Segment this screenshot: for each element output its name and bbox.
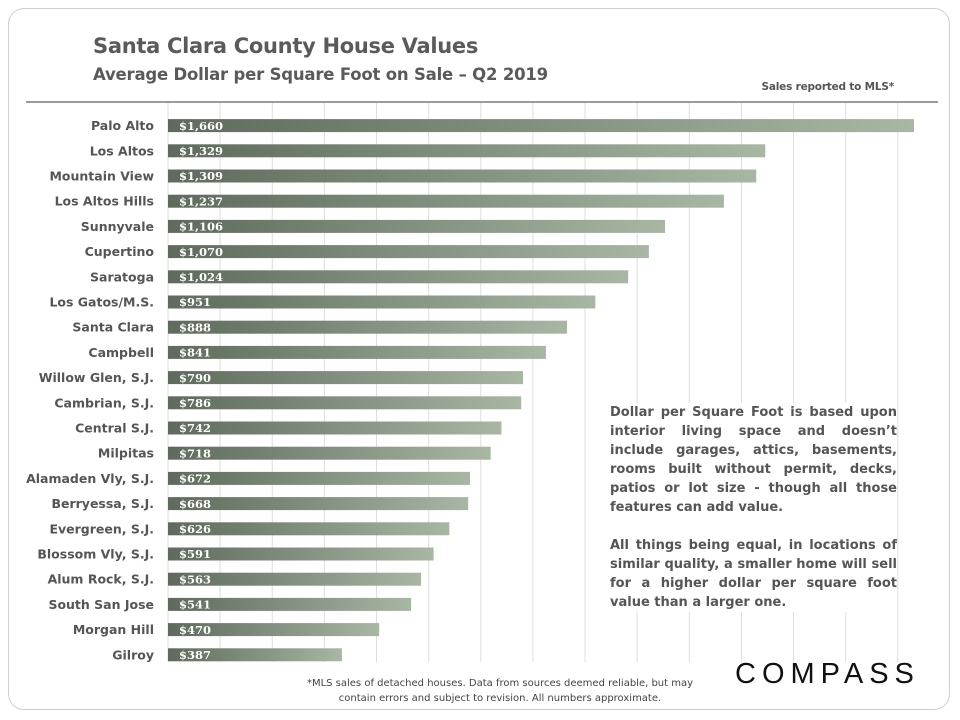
value-label: $1,024 bbox=[179, 270, 223, 284]
value-label: $718 bbox=[179, 446, 211, 460]
value-label: $563 bbox=[179, 572, 211, 586]
value-label: $591 bbox=[179, 547, 211, 561]
bar bbox=[168, 421, 502, 435]
bar bbox=[168, 648, 342, 662]
value-label: $626 bbox=[179, 522, 211, 536]
bar bbox=[168, 270, 629, 284]
value-label: $790 bbox=[179, 371, 211, 385]
category-label: Mountain View bbox=[49, 169, 154, 184]
note-paragraph-1: Dollar per Square Foot is based upon int… bbox=[610, 405, 897, 515]
bar bbox=[168, 396, 522, 410]
bar bbox=[168, 295, 596, 309]
category-labels: Palo Alto Los Altos Mountain View Los Altos… bbox=[26, 118, 154, 662]
source-note: Sales reported to MLS* bbox=[761, 81, 895, 93]
bars: $1,660 $1,329 $1,309 $1,237 $1,106 $1,070 $1,0… bbox=[168, 119, 914, 662]
value-label: $387 bbox=[179, 648, 211, 662]
category-label: Saratoga bbox=[90, 269, 154, 284]
category-label: Morgan Hill bbox=[73, 622, 154, 637]
category-label: Palo Alto bbox=[91, 118, 154, 133]
chart-subtitle: Average Dollar per Square Foot on Sale –… bbox=[93, 65, 548, 84]
note-paragraph-2: All things being equal, in locations of … bbox=[610, 538, 897, 610]
compass-logo: COMPASS bbox=[735, 658, 920, 690]
category-label: Alamaden Vly, S.J. bbox=[26, 471, 154, 486]
value-label: $672 bbox=[179, 472, 211, 486]
bar bbox=[168, 169, 757, 183]
category-label: Evergreen, S.J. bbox=[49, 521, 154, 536]
category-label: Sunnyvale bbox=[81, 219, 154, 234]
value-label: $1,660 bbox=[179, 119, 223, 133]
category-label: Milpitas bbox=[98, 446, 154, 461]
bar bbox=[168, 547, 434, 561]
chart-title: Santa Clara County House Values bbox=[93, 34, 479, 58]
bar bbox=[168, 446, 491, 460]
category-label: Berryessa, S.J. bbox=[51, 496, 154, 511]
bar bbox=[168, 320, 568, 334]
category-label: South San Jose bbox=[48, 597, 154, 612]
category-label: Gilroy bbox=[112, 647, 154, 662]
bar bbox=[168, 219, 666, 233]
value-label: $841 bbox=[179, 346, 211, 360]
value-label: $668 bbox=[179, 497, 211, 511]
footnote-line-2: contain errors and subject to revision. … bbox=[338, 693, 662, 704]
bar bbox=[168, 245, 649, 259]
value-label: $470 bbox=[179, 623, 211, 637]
bar bbox=[168, 345, 546, 359]
category-label: Campbell bbox=[88, 345, 154, 360]
value-label: $1,237 bbox=[179, 194, 223, 208]
footnote: *MLS sales of detached houses. Data from… bbox=[250, 676, 750, 706]
value-label: $951 bbox=[179, 295, 211, 309]
value-label: $1,070 bbox=[179, 245, 223, 259]
bar bbox=[168, 144, 766, 158]
explanation-notes: Dollar per Square Foot is based upon int… bbox=[610, 403, 897, 612]
bar bbox=[168, 572, 422, 586]
category-label: Santa Clara bbox=[72, 320, 154, 335]
bar bbox=[168, 522, 450, 536]
bar bbox=[168, 371, 524, 385]
value-label: $1,329 bbox=[179, 144, 223, 158]
header-divider bbox=[26, 101, 938, 103]
bar bbox=[168, 623, 380, 637]
value-label: $742 bbox=[179, 421, 211, 435]
bar bbox=[168, 597, 412, 611]
category-label: Alum Rock, S.J. bbox=[48, 572, 154, 587]
footnote-line-1: *MLS sales of detached houses. Data from… bbox=[306, 678, 694, 689]
category-label: Blossom Vly, S.J. bbox=[37, 547, 154, 562]
category-label: Cupertino bbox=[85, 244, 155, 259]
category-label: Willow Glen, S.J. bbox=[39, 370, 154, 385]
bar bbox=[168, 497, 469, 511]
value-label: $888 bbox=[179, 320, 211, 334]
bar bbox=[168, 471, 470, 485]
category-label: Los Gatos/M.S. bbox=[49, 295, 154, 310]
value-label: $786 bbox=[179, 396, 211, 410]
value-label: $1,309 bbox=[179, 169, 223, 183]
bar bbox=[168, 194, 724, 208]
value-label: $1,106 bbox=[179, 220, 223, 234]
bar bbox=[168, 119, 914, 133]
category-label: Los Altos Hills bbox=[55, 194, 154, 209]
value-label: $541 bbox=[179, 598, 211, 612]
category-label: Los Altos bbox=[90, 143, 154, 158]
category-label: Cambrian, S.J. bbox=[54, 395, 154, 410]
category-label: Central S.J. bbox=[75, 421, 154, 436]
